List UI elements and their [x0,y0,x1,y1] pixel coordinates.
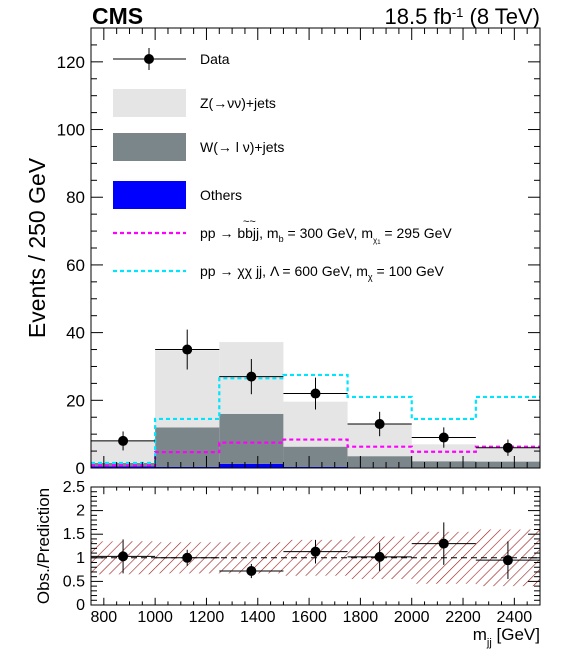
data-points [91,329,540,456]
signal-histograms [91,373,540,467]
ratio-y-axis-title: Obs./Prediction [34,488,53,604]
ratio-point [182,552,193,563]
data-point [310,388,321,399]
wln-bar [155,427,220,467]
ratio-y-tick-label: 1.5 [63,526,85,543]
legend: Data Z(→νν)+jets W(→ l ν)+jets Others pp → b… [113,48,452,282]
x-tick-label: 2200 [445,609,481,626]
legend-label-others: Others [200,187,242,203]
x-axis-title: mjj [GeV] [473,625,540,649]
legend-label-data: Data [200,51,230,67]
wln-bar [411,461,476,468]
znn-bar [91,440,156,463]
y-tick-label: 40 [66,324,85,343]
x-tick-label: 1400 [240,609,276,626]
y-tick-label: 0 [76,459,85,478]
data-point [246,371,257,382]
wln-bar [91,462,156,467]
ratio-panel: 0 0.5 1 1.5 2 2.5 800 1000 1200 1400 1600 1800 2000… [34,479,541,649]
data-point [374,419,385,429]
ratio-point [374,551,385,562]
data-point [118,435,129,446]
wln-bar [219,413,284,464]
ratio-y-tick-label: 0.5 [63,573,85,590]
ratio-point [438,538,449,549]
znn-bar [411,444,476,462]
legend-label-dm: pp → χχ jj, Λ = 600 GeV, mχ = 100 GeV [200,263,445,282]
ratio-points [91,522,540,580]
wln-bar [347,456,412,468]
ratio-frame [90,486,541,606]
x-tick-label: 2000 [394,609,430,626]
y-tick-label: 120 [57,53,85,72]
wln-bar [475,461,540,468]
experiment-label: CMS [92,3,143,29]
x-tick-label: 1000 [137,609,173,626]
x-tick-label: 1600 [291,609,327,626]
others-bar [283,466,348,468]
x-tick-label: 1800 [343,609,379,626]
ratio-y-tick-label: 2.5 [63,479,85,496]
ratio-axis-ticks [91,486,540,606]
data-point [182,344,193,355]
ratio-point [118,551,129,562]
wln-bar [283,446,348,467]
x-tick-label: 1200 [189,609,225,626]
y-tick-label: 80 [66,188,85,207]
legend-label-sbottom: pp → bbjj, mb = 300 GeV, mχ1 = 295 GeV [200,225,452,246]
main-y-tick-labels: 0 20 40 60 80 100 120 [57,53,85,478]
legend-tilde: ~~ [243,216,256,228]
y-tick-label: 100 [57,121,85,140]
y-tick-label: 20 [66,391,85,410]
x-tick-labels: 800 1000 1200 1400 1600 1800 2000 2200 2400 [90,609,532,626]
main-y-axis-title: Events / 250 GeV [24,157,50,338]
legend-swatch-wln [113,133,186,161]
legend-label-znn: Z(→νν)+jets [200,95,276,111]
others-bar [91,466,156,468]
ratio-point [246,566,257,577]
dm-signal-line [91,373,540,465]
others-bar [155,466,220,468]
legend-swatch-others [113,181,186,209]
ratio-point [310,546,321,557]
main-panel: 0 20 40 60 80 100 120 Events / 250 GeV Data Z(→… [24,27,541,605]
y-tick-label: 60 [66,256,85,275]
others-bar [219,463,284,468]
data-point [502,442,513,453]
ratio-y-tick-label: 2 [76,503,85,520]
ratio-y-tick-labels: 0 0.5 1 1.5 2 2.5 [63,479,85,614]
ratio-y-tick-label: 1 [76,550,85,567]
main-axis-ticks [91,27,541,605]
legend-data-marker [144,54,154,64]
ratio-y-tick-label: 0 [76,597,85,614]
ratio-point [502,555,513,566]
data-point [438,432,449,443]
luminosity-label: 18.5 fb-1 (8 TeV) [385,4,540,29]
legend-label-wln: W(→ l ν)+jets [200,139,284,155]
legend-swatch-znn [113,89,186,117]
x-tick-label: 2400 [497,609,533,626]
x-tick-label: 800 [90,609,117,626]
